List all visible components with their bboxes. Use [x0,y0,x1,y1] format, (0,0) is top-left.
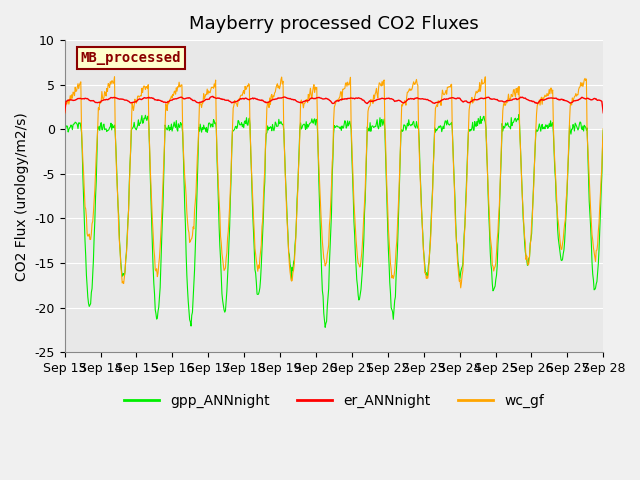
Title: Mayberry processed CO2 Fluxes: Mayberry processed CO2 Fluxes [189,15,479,33]
Text: MB_processed: MB_processed [81,51,181,65]
Y-axis label: CO2 Flux (urology/m2/s): CO2 Flux (urology/m2/s) [15,112,29,280]
Legend: gpp_ANNnight, er_ANNnight, wc_gf: gpp_ANNnight, er_ANNnight, wc_gf [118,389,549,414]
